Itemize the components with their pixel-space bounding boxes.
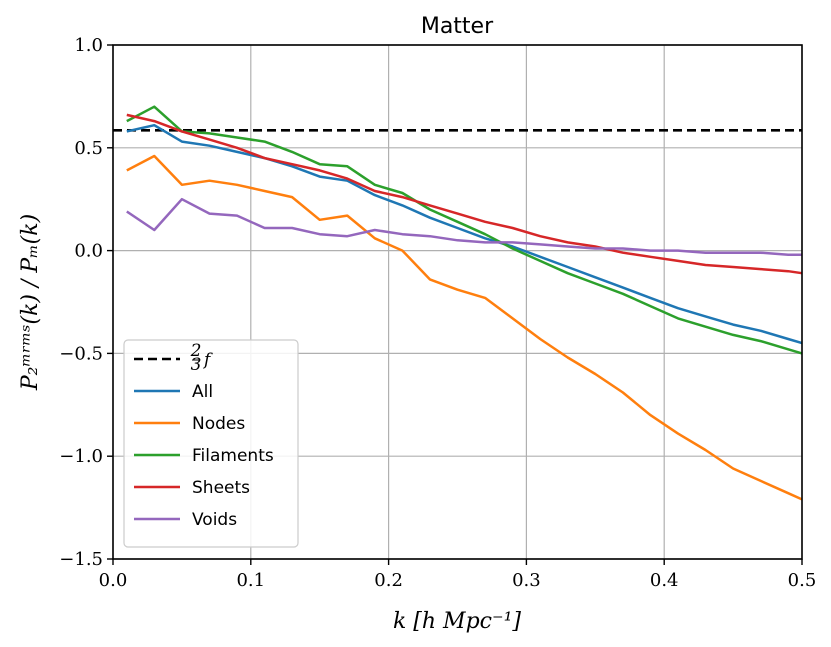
- plot-frame: [112, 44, 803, 560]
- series-layer: [126, 105, 803, 501]
- x-tick-label: 0.3: [512, 570, 541, 591]
- y-tick-label: 0.0: [74, 241, 103, 262]
- series-line-voids: [126, 197, 802, 256]
- legend-label-reference: 23 f: [190, 341, 213, 375]
- x-tick-label: 0.5: [788, 570, 817, 591]
- x-tick-label: 0.4: [650, 570, 679, 591]
- x-tick-label: 0.2: [374, 570, 403, 591]
- y-tick-label: −1.5: [59, 549, 103, 570]
- legend-label-sheets: Sheets: [192, 478, 250, 498]
- x-axis-label: k [h Mpc⁻¹]: [393, 609, 521, 634]
- y-tick-label: −1.0: [59, 446, 103, 467]
- legend-label-all: All: [192, 382, 213, 402]
- axis-ticks: 0.0 0.1 0.2 0.3 0.4 0.5 −1.5 −1.0 −0.5 0.0 0.5 1.0: [59, 35, 816, 591]
- y-tick-label: −0.5: [59, 343, 103, 364]
- y-axis-label: P₂ᵐʳᵐˢ(k) / Pₘ(k): [18, 214, 43, 391]
- y-axis-label-text: P₂ᵐʳᵐˢ(k) / Pₘ(k): [18, 214, 43, 391]
- legend-label-nodes: Nodes: [192, 414, 245, 434]
- legend-label-filaments: Filaments: [192, 446, 274, 466]
- series-line-all: [126, 123, 803, 345]
- series-line-filaments: [126, 105, 803, 355]
- x-tick-label: 0.1: [236, 570, 265, 591]
- series-line-nodes: [126, 154, 803, 501]
- legend-frac-den: 3: [191, 355, 202, 375]
- chart-title: Matter: [421, 14, 494, 39]
- x-tick-label: 0.0: [99, 570, 128, 591]
- legend-frac-var: f: [202, 350, 213, 370]
- legend-label-voids: Voids: [192, 510, 237, 530]
- series-line-sheets: [126, 113, 803, 275]
- y-tick-label: 1.0: [74, 35, 103, 56]
- y-tick-label: 0.5: [74, 138, 103, 159]
- legend: 23 f All Nodes Filaments Sheets Voids: [123, 339, 299, 548]
- legend-frac-num: 2: [190, 341, 202, 361]
